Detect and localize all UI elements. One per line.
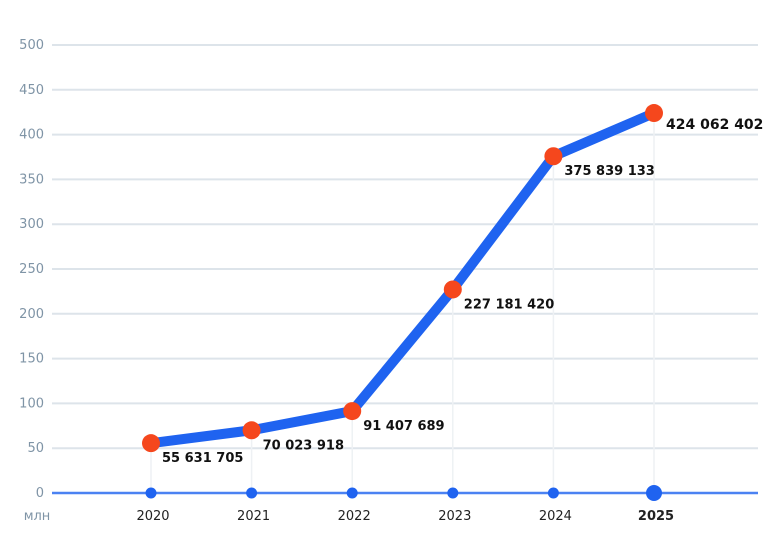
series-line bbox=[146, 108, 659, 449]
x-tick-label: 2021 bbox=[237, 509, 270, 524]
axis-dot bbox=[145, 487, 157, 499]
data-label: 55 631 705 bbox=[162, 451, 243, 466]
data-point bbox=[443, 280, 462, 299]
y-tick-label: 400 bbox=[19, 128, 44, 143]
x-tick-label: 2022 bbox=[338, 509, 371, 524]
data-label: 227 181 420 bbox=[464, 297, 554, 312]
axis-dot bbox=[346, 487, 358, 499]
data-label: 375 839 133 bbox=[564, 164, 654, 179]
y-tick-label: 50 bbox=[27, 441, 44, 456]
y-tick-label: 200 bbox=[19, 307, 44, 322]
y-tick-label: 250 bbox=[19, 262, 44, 277]
y-tick-label: 100 bbox=[19, 396, 44, 411]
y-tick-label: 150 bbox=[19, 352, 44, 367]
axis-dot bbox=[547, 487, 559, 499]
x-tick-label: 2024 bbox=[539, 509, 572, 524]
data-point bbox=[645, 104, 663, 123]
y-tick-label: 300 bbox=[19, 217, 44, 232]
data-point bbox=[142, 434, 160, 453]
data-point bbox=[242, 421, 261, 440]
axis-dot bbox=[447, 487, 459, 499]
x-tick-label: 2025 bbox=[638, 509, 674, 524]
axis-dot bbox=[646, 485, 662, 501]
unit-label: млн bbox=[24, 509, 51, 524]
x-tick-label: 2020 bbox=[136, 509, 169, 524]
x-tick-label: 2023 bbox=[438, 509, 471, 524]
data-point bbox=[343, 402, 362, 421]
data-label: 424 062 402 bbox=[666, 117, 763, 133]
y-tick-label: 350 bbox=[19, 172, 44, 187]
y-tick-label: 500 bbox=[19, 38, 44, 53]
data-label: 91 407 689 bbox=[363, 419, 444, 434]
axis-dot bbox=[246, 487, 258, 499]
y-tick-label: 450 bbox=[19, 83, 44, 98]
data-point bbox=[544, 147, 563, 166]
data-label: 70 023 918 bbox=[263, 438, 344, 453]
y-tick-label: 0 bbox=[36, 486, 44, 501]
